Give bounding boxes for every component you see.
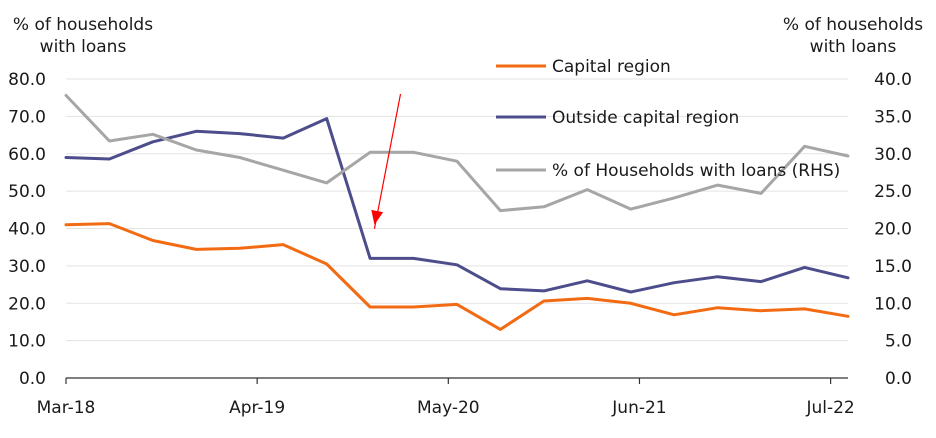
y-right-tick-label: 5.0: [885, 332, 912, 352]
series-line-3: [64, 93, 850, 213]
x-tick-label: Apr-19: [229, 398, 285, 418]
series-line-1: [64, 222, 850, 331]
x-tick-label: May-20: [417, 398, 480, 418]
gridlines: [66, 78, 848, 342]
legend-label-3: % of Households with loans (RHS): [552, 161, 840, 181]
y-left-tick-label: 40.0: [8, 220, 46, 240]
y-right-tick-label: 25.0: [874, 182, 912, 202]
y-right-tick-label: 0.0: [885, 369, 912, 389]
y-right-tick-label: 40.0: [874, 70, 912, 90]
y-left-tick-label: 60.0: [8, 145, 46, 165]
annotation-arrow-head: [371, 209, 384, 225]
y-left-tick-label: 30.0: [8, 257, 46, 277]
legend-label-2: Outside capital region: [552, 108, 739, 128]
y-right-tick-label: 10.0: [874, 294, 912, 314]
y-right-tick-label: 30.0: [874, 145, 912, 165]
y-right-tick-label: 20.0: [874, 220, 912, 240]
legend-label-1: Capital region: [552, 57, 671, 77]
y-left-tick-label: 50.0: [8, 182, 46, 202]
annotations: [371, 93, 402, 229]
right-axis-title-line-2: with loans: [809, 37, 897, 57]
x-tick-label: Jun-21: [611, 398, 666, 418]
left-axis-title: % of households with loans: [8, 14, 158, 58]
series-line-2: [64, 117, 850, 294]
right-axis-title: % of households with loans: [778, 14, 928, 58]
y-left-tick-label: 0.0: [19, 369, 46, 389]
legend: Capital region Outside capital region % of…: [496, 57, 840, 181]
annotation-arrow-shaft: [373, 93, 402, 229]
left-axis-title-line-2: with loans: [39, 37, 127, 57]
y-left-tick-label: 80.0: [8, 70, 46, 90]
y-right-tick-label: 15.0: [874, 257, 912, 277]
y-right-tick-label: 35.0: [874, 107, 912, 127]
right-axis-title-line-1: % of households: [782, 15, 924, 35]
x-tick-label: Jul-22: [805, 398, 854, 418]
x-tick-label: Mar-18: [37, 398, 96, 418]
series-lines: [64, 93, 850, 331]
y-left-tick-label: 10.0: [8, 332, 46, 352]
y-left-tick-label: 70.0: [8, 107, 46, 127]
axes: 0.0 10.0 20.0 30.0 40.0 50.0 60.0 70.0 80.0 0.0 5.…: [8, 70, 912, 418]
left-axis-title-line-1: % of households: [12, 15, 154, 35]
y-left-tick-label: 20.0: [8, 294, 46, 314]
